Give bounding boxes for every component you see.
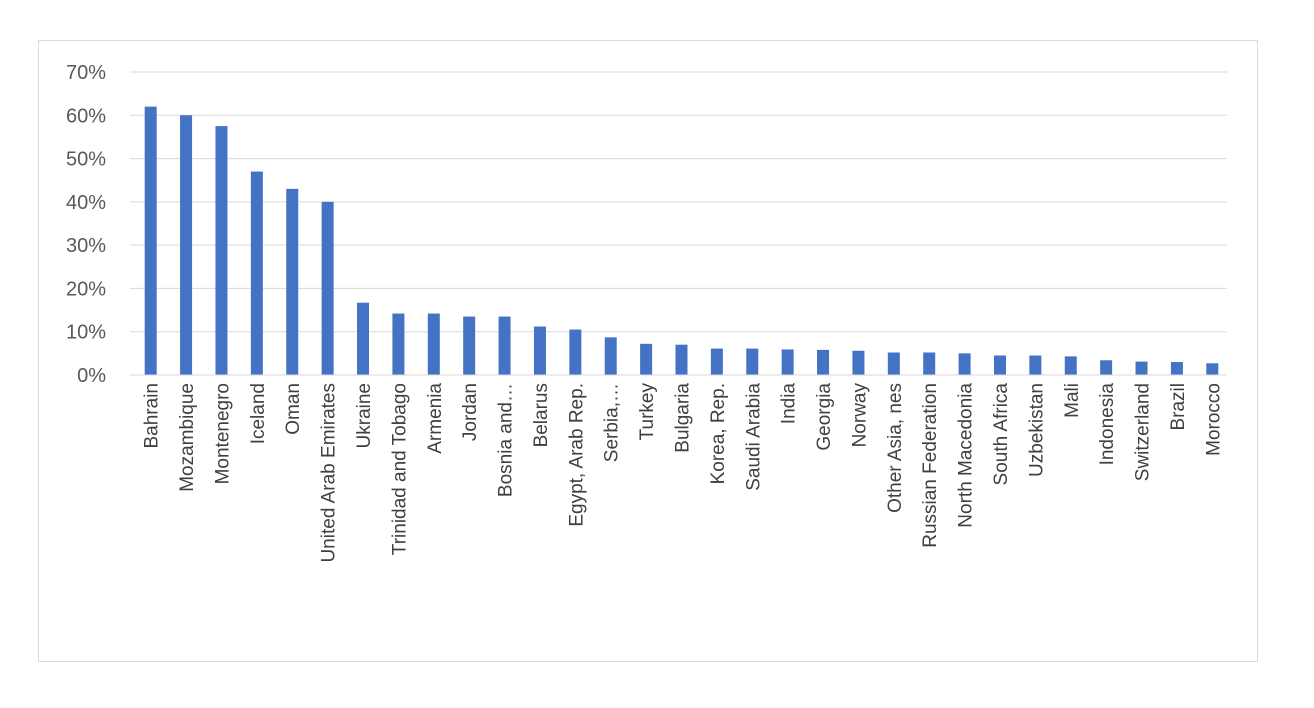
x-axis-category-labels: Bahrain Mozambique Montenegro Iceland Oman Un… [142, 383, 1225, 563]
x-category-label: Serbia,… [602, 383, 623, 462]
x-category-label: Russian Federation [920, 383, 941, 548]
x-category-label: Brazil [1168, 383, 1189, 431]
bar [958, 353, 971, 375]
x-category-label: Mozambique [177, 383, 198, 492]
bar [1100, 360, 1113, 375]
y-tick-label: 70% [66, 62, 106, 84]
x-category-label: Saudi Arabia [743, 383, 764, 491]
bar [604, 337, 617, 375]
y-tick-label: 60% [66, 105, 106, 127]
bar [357, 302, 370, 375]
bar [250, 171, 263, 375]
bar [1135, 361, 1148, 375]
x-category-label: Trinidad and Tobago [389, 383, 410, 555]
bar [640, 343, 653, 375]
x-category-label: Iceland [248, 383, 269, 444]
bar [533, 326, 546, 375]
bar [675, 344, 688, 375]
bar [817, 349, 830, 375]
x-category-label: Georgia [814, 383, 835, 451]
bar [321, 201, 334, 375]
bar [463, 316, 476, 375]
x-category-label: Ukraine [354, 383, 375, 448]
y-tick-label: 20% [66, 278, 106, 300]
y-tick-label: 50% [66, 149, 106, 171]
x-category-label: Other Asia, nes [885, 383, 906, 513]
bar [710, 348, 723, 375]
x-category-label: Morocco [1203, 383, 1224, 456]
bar [392, 313, 405, 375]
x-category-label: Armenia [425, 383, 446, 454]
y-tick-label: 30% [66, 235, 106, 257]
bar [781, 349, 794, 375]
bar [1206, 363, 1219, 375]
bars [144, 106, 1219, 376]
y-tick-label: 0% [77, 365, 106, 387]
bar [1029, 355, 1042, 375]
bar [498, 316, 511, 375]
x-category-label: Jordan [460, 383, 481, 441]
x-category-label: South Africa [991, 383, 1012, 486]
x-category-label: Bosnia and… [496, 383, 517, 497]
x-category-label: Bahrain [142, 383, 163, 449]
bar [286, 188, 299, 375]
y-axis-tick-labels: 0% 10% 20% 30% 40% 50% 60% 70% [66, 62, 106, 387]
x-category-label: Montenegro [212, 383, 233, 484]
bar [887, 352, 900, 375]
gridlines [130, 71, 1227, 333]
bar [569, 329, 582, 375]
x-category-label: Switzerland [1133, 383, 1154, 481]
bar [1170, 362, 1183, 375]
bar [746, 348, 759, 375]
x-category-label: Egypt, Arab Rep. [566, 383, 587, 527]
x-category-label: Bulgaria [673, 383, 694, 453]
bar [1064, 356, 1077, 375]
x-category-label: Mali [1062, 383, 1083, 418]
x-category-label: Turkey [637, 383, 658, 441]
y-tick-label: 10% [66, 322, 106, 344]
bar [427, 313, 440, 375]
bar [993, 355, 1006, 375]
x-category-label: India [779, 383, 800, 425]
x-category-label: Uzbekistan [1026, 383, 1047, 477]
bar [215, 126, 228, 375]
x-category-label: Korea, Rep. [708, 383, 729, 484]
x-category-label: North Macedonia [956, 383, 977, 528]
x-category-label: United Arab Emirates [319, 383, 340, 563]
bar [180, 115, 193, 376]
bar [852, 350, 865, 375]
bar [923, 352, 936, 375]
x-category-label: Indonesia [1097, 383, 1118, 466]
x-category-label: Oman [283, 383, 304, 435]
x-category-label: Norway [849, 383, 870, 448]
x-category-label: Belarus [531, 383, 552, 447]
y-tick-label: 40% [66, 192, 106, 214]
bar [144, 106, 157, 375]
